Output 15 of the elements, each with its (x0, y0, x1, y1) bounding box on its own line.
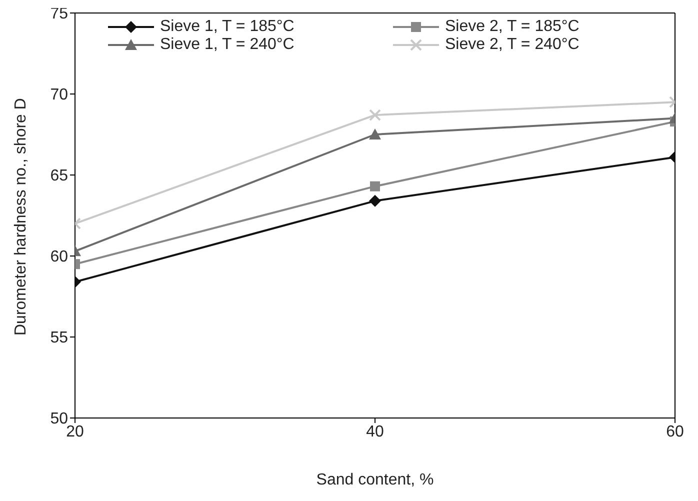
x-tick-label: 60 (666, 423, 684, 440)
y-tick-label: 50 (50, 410, 68, 428)
x-tick-label: 20 (66, 423, 84, 440)
y-tick-label: 60 (50, 248, 68, 266)
legend-label: Sieve 2, T = 240°C (445, 36, 580, 54)
legend-label: Sieve 1, T = 185°C (160, 18, 294, 36)
y-tick-label: 75 (50, 6, 68, 23)
y-tick-label: 65 (50, 168, 68, 185)
legend-label: Sieve 2, T = 185°C (445, 18, 580, 36)
y-axis-title: Durometer hardness no., shore D (12, 98, 30, 336)
y-tick-label: 70 (50, 86, 68, 104)
y-tick-label: 55 (50, 330, 68, 347)
x-axis-title: Sand content, % (316, 471, 434, 488)
legend-label: Sieve 1, T = 240°C (160, 36, 294, 54)
x-tick-label: 40 (366, 423, 384, 440)
